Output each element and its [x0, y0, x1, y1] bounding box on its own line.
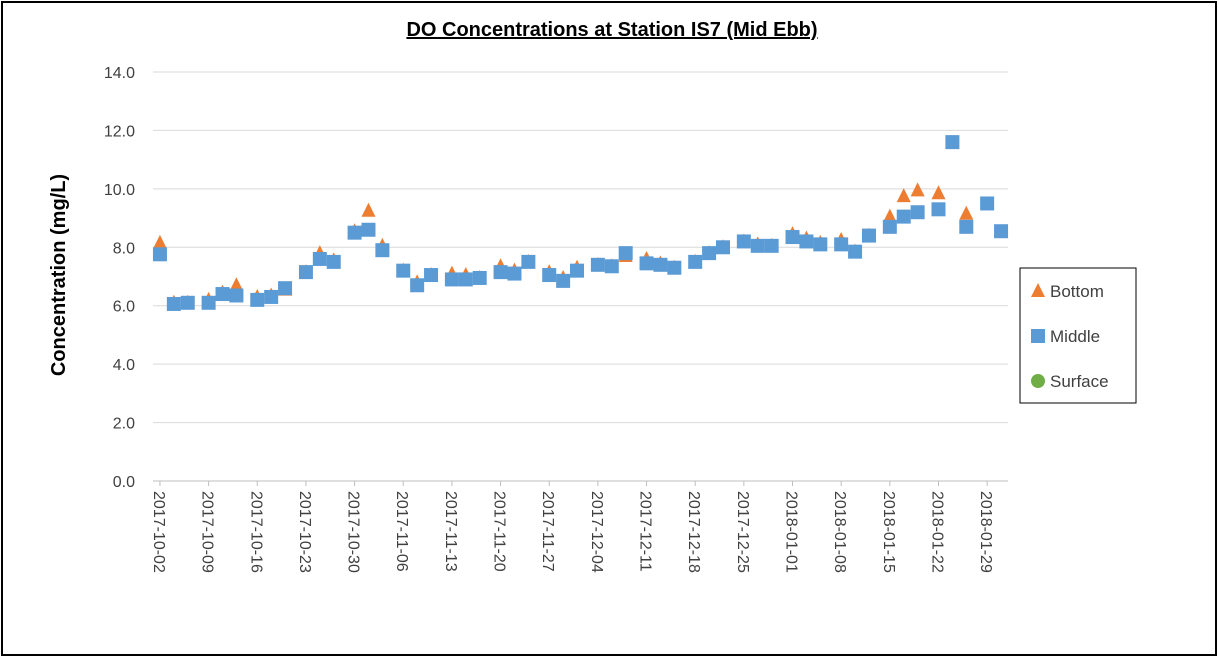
x-tick-label: 2018-01-29	[977, 491, 994, 573]
point	[750, 238, 765, 253]
y-tick-label: 2.0	[113, 416, 135, 433]
y-tick-label: 12.0	[104, 123, 135, 140]
point	[458, 272, 473, 287]
point	[215, 287, 230, 302]
point	[653, 257, 668, 272]
x-tick-label: 2017-10-23	[296, 491, 313, 573]
x-tick-label: 2018-01-15	[880, 491, 897, 573]
point	[472, 270, 487, 285]
point	[507, 266, 522, 281]
point	[326, 254, 341, 269]
point	[702, 246, 717, 261]
point	[570, 263, 585, 278]
point	[764, 238, 779, 253]
y-tick-label: 10.0	[104, 182, 135, 199]
x-tick-label: 2017-10-16	[247, 491, 264, 573]
point	[375, 243, 390, 258]
point	[848, 244, 863, 259]
x-tick-label: 2018-01-01	[783, 491, 800, 573]
y-tick-label: 0.0	[113, 474, 135, 491]
x-tick-label: 2018-01-08	[831, 491, 848, 573]
point	[166, 296, 181, 311]
point	[298, 265, 313, 280]
legend-marker	[1031, 374, 1045, 388]
point	[361, 222, 376, 237]
point	[180, 295, 195, 310]
point	[861, 228, 876, 243]
x-tick-label: 2017-11-06	[393, 491, 410, 572]
y-tick-label: 8.0	[113, 240, 135, 257]
point	[229, 288, 244, 303]
point	[201, 295, 216, 310]
legend-label: Middle	[1050, 327, 1100, 346]
x-tick-label: 2018-01-22	[928, 491, 945, 573]
point	[980, 196, 995, 211]
point	[250, 292, 265, 307]
x-tick-label: 2017-10-09	[199, 491, 216, 573]
point	[264, 289, 279, 304]
point	[688, 254, 703, 269]
y-tick-label: 4.0	[113, 357, 135, 374]
point	[882, 208, 897, 223]
y-axis-label: Concentration (mg/L)	[48, 174, 70, 376]
point	[667, 260, 682, 275]
point	[834, 237, 849, 252]
point	[152, 247, 167, 262]
point	[896, 209, 911, 224]
point	[994, 224, 1009, 239]
point	[910, 205, 925, 220]
x-tick-label: 2017-12-25	[734, 491, 751, 573]
point	[882, 219, 897, 234]
point	[424, 268, 439, 283]
point	[521, 254, 536, 269]
point	[229, 277, 244, 292]
point	[604, 259, 619, 274]
point	[959, 205, 974, 220]
x-tick-label: 2017-12-18	[685, 491, 702, 573]
point	[278, 281, 293, 296]
point	[542, 268, 557, 283]
point	[945, 135, 960, 150]
point	[618, 246, 633, 261]
point	[410, 278, 425, 293]
y-tick-label: 6.0	[113, 299, 135, 316]
point	[444, 272, 459, 287]
y-tick-label: 14.0	[104, 65, 135, 82]
point	[716, 240, 730, 255]
x-tick-label: 2017-12-04	[588, 491, 605, 573]
point	[312, 251, 327, 266]
point	[959, 219, 974, 234]
point	[361, 202, 376, 217]
point	[556, 273, 571, 288]
x-tick-label: 2017-11-13	[442, 491, 459, 572]
legend-marker	[1031, 283, 1045, 297]
point	[813, 237, 828, 252]
x-tick-label: 2017-10-02	[150, 491, 167, 573]
point	[799, 234, 814, 249]
chart-title: DO Concentrations at Station IS7 (Mid Eb…	[406, 19, 817, 41]
x-tick-label: 2017-10-30	[345, 491, 362, 573]
point	[396, 263, 411, 278]
point	[736, 234, 751, 249]
point	[785, 230, 800, 245]
point	[931, 185, 946, 200]
legend-label: Surface	[1050, 372, 1109, 391]
point	[590, 257, 605, 272]
point	[896, 188, 911, 203]
point	[152, 234, 167, 249]
point	[639, 256, 654, 271]
x-tick-label: 2017-12-11	[637, 491, 654, 572]
x-tick-label: 2017-11-27	[539, 491, 556, 572]
point	[493, 265, 508, 280]
point	[347, 225, 362, 240]
legend-marker	[1031, 329, 1045, 343]
legend-label: Bottom	[1050, 282, 1104, 301]
point	[931, 202, 946, 217]
x-tick-label: 2017-11-20	[491, 491, 508, 572]
point	[910, 182, 925, 197]
